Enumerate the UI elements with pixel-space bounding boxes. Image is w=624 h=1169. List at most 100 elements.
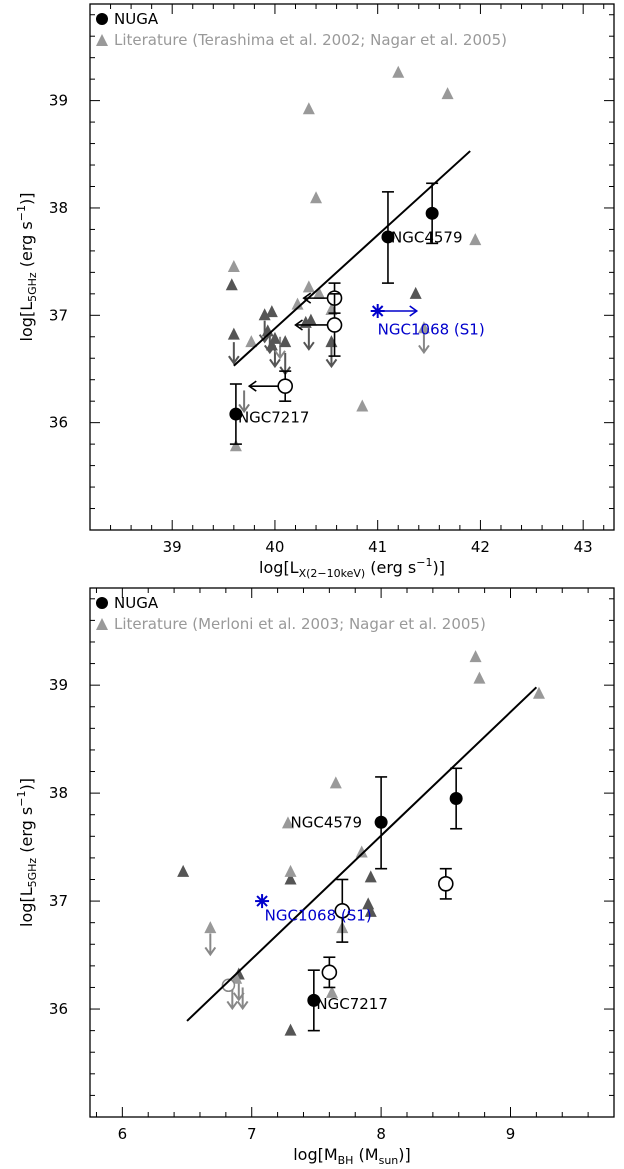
literature-point-dark <box>279 335 292 348</box>
nuga-open-point <box>438 876 454 892</box>
y-axis-label: log[L5GHz (erg s−1)] <box>15 778 39 927</box>
literature-point <box>302 102 315 115</box>
galaxy-label: NGC4579 <box>391 228 463 246</box>
literature-point <box>356 399 369 412</box>
x-limit-arrowhead <box>294 319 303 331</box>
y-tick-label: 37 <box>49 892 68 910</box>
galaxy-label: NGC4579 <box>291 814 363 832</box>
literature-point <box>229 439 242 452</box>
legend-entry: Literature (Terashima et al. 2002; Nagar… <box>114 31 507 49</box>
literature-point <box>310 191 323 204</box>
x-tick-label: 8 <box>376 1125 386 1143</box>
x-tick-label: 40 <box>265 538 284 556</box>
literature-open-circle <box>221 978 236 993</box>
upper-limit-arrowhead <box>238 403 250 414</box>
upper-limit-arrowhead <box>228 355 240 365</box>
x-limit-arrowhead <box>302 292 312 304</box>
literature-point <box>441 87 454 100</box>
plot-frame <box>89 3 615 531</box>
literature-point <box>417 321 430 334</box>
literature-point-dark <box>325 335 338 348</box>
seyfert-star-stroke <box>256 895 268 907</box>
literature-point <box>473 671 486 684</box>
upper-limit-arrowhead <box>226 1000 239 1011</box>
galaxy-label: NGC7217 <box>238 409 310 427</box>
legend-entry: NUGA <box>114 10 159 28</box>
upper-limit-arrowhead <box>269 358 281 369</box>
y-tick-label: 38 <box>49 199 68 217</box>
fit-line <box>186 686 538 1022</box>
upper-limit-arrowhead <box>325 358 338 369</box>
x-tick-label: 41 <box>368 538 387 556</box>
nuga-open-point <box>321 964 338 981</box>
y-tick-label: 37 <box>49 306 68 324</box>
y-tick-label: 36 <box>49 414 68 432</box>
literature-point-dark <box>304 313 317 326</box>
nuga-point <box>381 230 395 244</box>
x-tick-label: 42 <box>471 538 490 556</box>
fit-line <box>233 150 471 367</box>
y-tick-label: 39 <box>49 676 68 694</box>
literature-point-dark <box>284 1023 297 1036</box>
nuga-point <box>449 792 463 806</box>
x-axis-label: log[MBH (Msun)] <box>293 1145 411 1167</box>
literature-point <box>392 65 405 78</box>
x-tick-label: 6 <box>118 1125 128 1143</box>
nuga-open-point <box>326 317 343 333</box>
x-limit-arrowhead <box>247 380 257 392</box>
upper-limit-arrowhead <box>236 1000 249 1011</box>
nuga-point <box>307 993 321 1007</box>
x-tick-label: 43 <box>574 538 593 556</box>
galaxy-label: NGC7217 <box>316 995 388 1013</box>
nuga-point <box>425 206 439 220</box>
literature-point <box>291 297 304 310</box>
x-tick-label: 7 <box>247 1125 257 1143</box>
upper-limit-arrowhead <box>418 344 430 355</box>
nuga-point <box>374 815 388 829</box>
literature-point-dark <box>284 872 297 885</box>
nuga-open-point <box>334 902 351 919</box>
legend-marker-triangle <box>96 34 108 46</box>
chart-bottom: 6 7 8 9 36 37 38 39 log[MBH (Msun)] log[L5GHz (er… <box>15 587 615 1167</box>
y-axis-label: log[L5GHz (erg s−1)] <box>15 193 39 342</box>
galaxy-label: NGC1068 (S1) <box>378 321 485 339</box>
literature-point <box>329 776 342 789</box>
literature-point-dark <box>258 308 271 321</box>
x-tick-label: 9 <box>506 1125 516 1143</box>
galaxy-label: NGC1068 (S1) <box>265 907 372 925</box>
literature-point-dark <box>177 864 190 877</box>
literature-point-dark <box>227 327 240 340</box>
seyfert-star-stroke <box>371 305 384 317</box>
literature-point <box>204 921 217 934</box>
literature-point-dark <box>265 338 278 351</box>
literature-point <box>281 816 294 829</box>
seyfert-limit-arrowhead <box>409 305 419 317</box>
literature-point-dark <box>225 278 238 291</box>
literature-point-dark <box>364 904 377 917</box>
y-tick-label: 36 <box>49 1000 68 1018</box>
legend-entry: NUGA <box>114 594 159 612</box>
legend-marker-triangle <box>96 618 108 630</box>
y-tick-label: 39 <box>49 92 68 110</box>
literature-point <box>284 864 297 877</box>
nuga-open-point <box>277 378 294 394</box>
x-axis-label: log[LX(2−10keV) (erg s−1)] <box>259 556 445 580</box>
literature-point <box>469 650 482 663</box>
upper-limit-arrowhead <box>274 350 286 360</box>
y-tick-label: 38 <box>49 784 68 802</box>
literature-point <box>313 286 326 299</box>
literature-point <box>355 845 368 858</box>
nuga-point <box>229 407 243 421</box>
x-tick-label: 39 <box>163 538 182 556</box>
literature-point <box>469 233 482 246</box>
literature-point-dark <box>364 870 377 883</box>
upper-limit-arrowhead <box>204 946 217 957</box>
literature-point-dark <box>409 286 422 299</box>
literature-point <box>532 686 545 699</box>
literature-point <box>302 280 315 293</box>
plot-frame <box>89 587 615 1118</box>
legend-marker-circle <box>96 13 108 25</box>
upper-limit-arrowhead <box>303 341 315 351</box>
upper-limit-arrowhead <box>258 334 271 344</box>
